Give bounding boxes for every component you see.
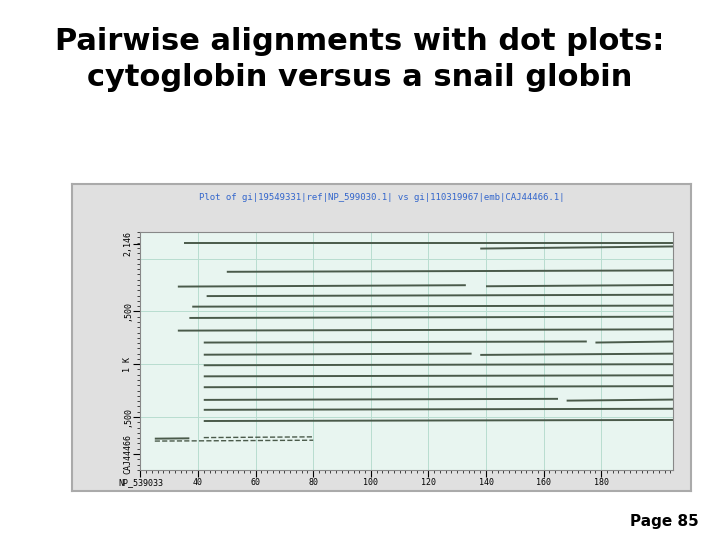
Text: Pairwise alignments with dot plots:
cytoglobin versus a snail globin: Pairwise alignments with dot plots: cyto… (55, 27, 665, 92)
Text: Page 85: Page 85 (630, 514, 698, 529)
Text: Plot of gi|19549331|ref|NP_599030.1| vs gi|110319967|emb|CAJ44466.1|: Plot of gi|19549331|ref|NP_599030.1| vs … (199, 193, 564, 202)
